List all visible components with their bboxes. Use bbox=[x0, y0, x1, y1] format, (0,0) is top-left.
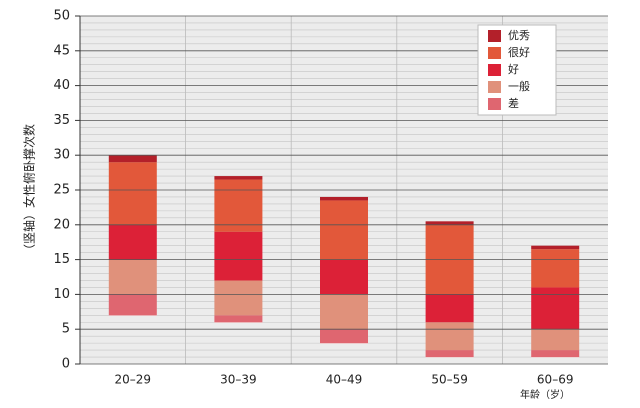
legend-label: 一般 bbox=[508, 80, 530, 93]
x-tick-label: 20–29 bbox=[115, 373, 152, 387]
y-tick-label: 0 bbox=[62, 357, 70, 372]
bar-segment bbox=[214, 231, 263, 281]
x-tick-label: 30–39 bbox=[220, 373, 257, 387]
legend-label: 优秀 bbox=[508, 29, 530, 42]
bar-segment bbox=[425, 322, 474, 351]
y-tick-label: 10 bbox=[53, 287, 70, 302]
legend-swatch bbox=[488, 30, 501, 42]
y-tick-label: 5 bbox=[62, 322, 70, 337]
x-tick-label: 50–59 bbox=[431, 373, 468, 387]
bar-segment bbox=[425, 350, 474, 358]
y-tick-label: 20 bbox=[53, 217, 70, 232]
legend-label: 差 bbox=[508, 96, 519, 110]
bar-segment bbox=[108, 155, 157, 163]
bar-segment bbox=[531, 350, 580, 358]
legend-swatch bbox=[488, 64, 501, 76]
bar-segment bbox=[531, 287, 580, 330]
bar-base bbox=[531, 356, 580, 358]
bar-segment bbox=[320, 329, 368, 344]
bar-segment bbox=[425, 221, 474, 225]
bar-segment bbox=[320, 259, 368, 295]
legend-swatch bbox=[488, 47, 501, 59]
bar-segment bbox=[320, 200, 368, 260]
legend-label: 很好 bbox=[508, 45, 530, 59]
x-tick-label: 60–69 bbox=[537, 373, 574, 387]
bar-segment bbox=[531, 245, 580, 250]
bar-segment bbox=[214, 176, 263, 180]
legend-swatch bbox=[488, 81, 501, 93]
bar-segment bbox=[320, 294, 368, 330]
y-tick-label: 35 bbox=[53, 113, 70, 128]
bar-segment bbox=[108, 259, 157, 295]
y-tick-label: 40 bbox=[53, 78, 70, 93]
bar-segment bbox=[108, 162, 157, 225]
y-tick-label: 15 bbox=[53, 252, 70, 267]
legend-swatch bbox=[488, 98, 501, 110]
y-axis-label: （竖轴）女性俯卧撑次数 bbox=[22, 124, 37, 256]
y-tick-label: 30 bbox=[53, 148, 70, 163]
bar-segment bbox=[214, 280, 263, 316]
y-tick-label: 25 bbox=[53, 183, 70, 198]
bar-segment bbox=[531, 249, 580, 288]
y-tick-label: 50 bbox=[53, 9, 70, 24]
y-tick-label: 45 bbox=[53, 43, 70, 58]
bar-segment bbox=[425, 294, 474, 323]
legend-label: 好 bbox=[508, 62, 519, 76]
bar-segment bbox=[214, 179, 263, 232]
bar-segment bbox=[531, 329, 580, 351]
x-axis-label: 年龄（岁） bbox=[520, 388, 570, 401]
x-tick-label: 40–49 bbox=[326, 373, 363, 387]
bar-segment bbox=[108, 294, 157, 316]
bar-segment bbox=[108, 224, 157, 260]
bar-base bbox=[425, 356, 474, 358]
bar-segment bbox=[214, 315, 263, 323]
bar-segment bbox=[320, 196, 368, 201]
